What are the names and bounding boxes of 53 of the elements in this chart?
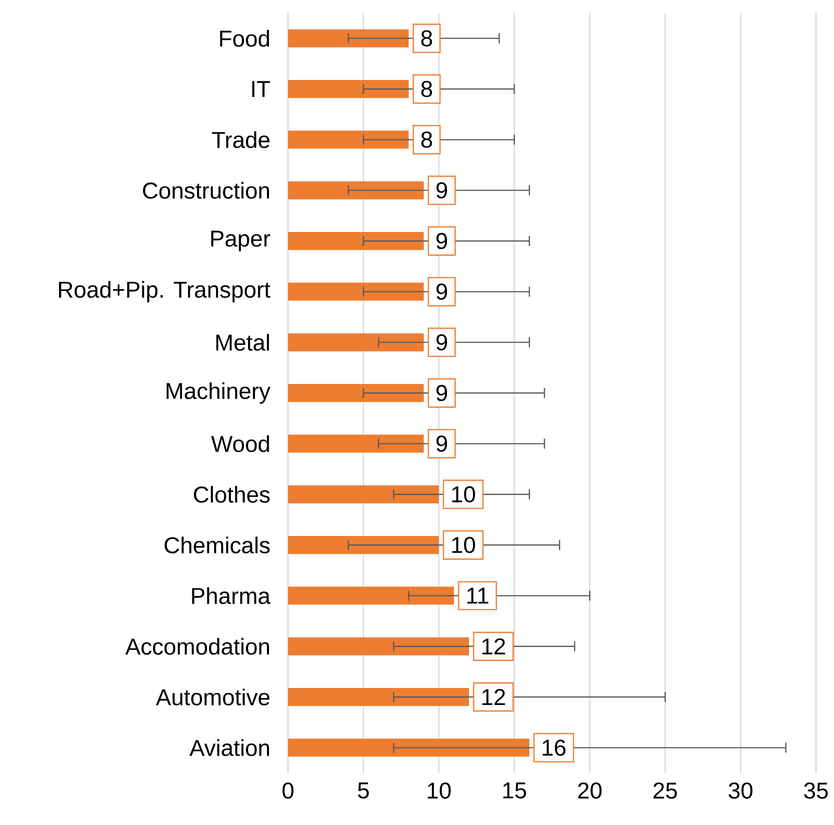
- bar: [288, 485, 439, 504]
- x-tick-label: 25: [654, 782, 677, 799]
- data-label: 12: [482, 638, 505, 654]
- data-label: 16: [542, 740, 566, 756]
- x-tick-label: 15: [503, 782, 526, 799]
- data-label: 8: [421, 80, 432, 98]
- data-label: 10: [452, 536, 476, 554]
- y-tick-label: Metal: [216, 334, 269, 351]
- bar: [288, 282, 424, 301]
- bar: [288, 536, 439, 554]
- y-tick-label: Clothes: [194, 486, 270, 503]
- y-tick-label: Construction: [143, 182, 269, 199]
- data-label: 9: [436, 284, 448, 300]
- y-tick-label: Machinery: [166, 382, 270, 404]
- x-tick-label: 20: [578, 782, 602, 799]
- y-tick-label: Automotive: [156, 688, 270, 706]
- x-tick-label: 0: [282, 782, 294, 799]
- y-tick-label: Paper: [211, 230, 270, 252]
- y-tick-label: Pharma: [192, 587, 270, 604]
- y-tick-label: Wood: [211, 435, 269, 452]
- bar: [288, 80, 409, 98]
- y-tick-label: Trade: [212, 131, 270, 148]
- y-tick-label: Road+Pip. Transport: [59, 280, 270, 302]
- data-label: 8: [421, 132, 432, 148]
- data-label: 8: [421, 30, 432, 46]
- data-label: 9: [436, 436, 448, 452]
- data-label: 11: [467, 588, 488, 604]
- data-label: 10: [452, 486, 476, 502]
- data-label: 9: [436, 334, 448, 350]
- y-tick-label: Accomodation: [125, 638, 269, 655]
- bar: [288, 434, 424, 453]
- y-tick-label: Chemicals: [164, 536, 270, 554]
- bar: [288, 637, 470, 656]
- bar: [288, 688, 470, 706]
- bar: [288, 130, 409, 149]
- bar: [288, 738, 530, 757]
- data-label: 12: [482, 689, 505, 706]
- bar: [288, 232, 424, 250]
- bar: [288, 384, 424, 402]
- bar: [288, 333, 424, 352]
- y-tick-label: Aviation: [189, 739, 269, 756]
- x-tick-label: 5: [358, 782, 369, 799]
- data-label: 9: [436, 384, 448, 402]
- bar: [288, 29, 409, 48]
- bar: [288, 586, 454, 605]
- bar: [288, 181, 424, 200]
- y-tick-label: IT: [252, 81, 270, 97]
- x-tick-label: 35: [804, 782, 828, 799]
- x-tick-label: 10: [428, 782, 451, 799]
- y-tick-label: Food: [220, 30, 269, 47]
- x-tick-label: 30: [728, 782, 752, 799]
- data-label: 9: [436, 182, 448, 198]
- data-label: 9: [436, 232, 448, 250]
